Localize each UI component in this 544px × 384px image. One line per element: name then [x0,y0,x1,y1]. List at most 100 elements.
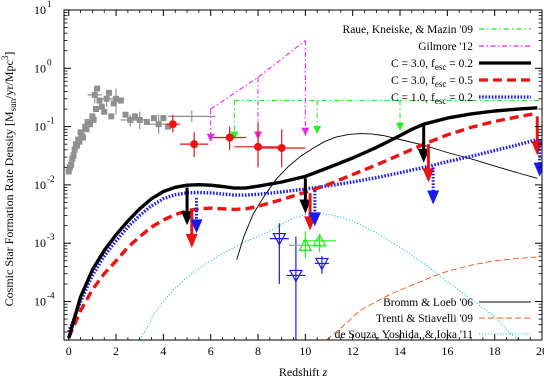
legend-label-c10_02: C = 1.0, fesc = 0.2 [391,92,473,106]
gray-data-point [65,168,72,175]
gray-data-point [131,113,138,120]
y-title-part: /yr/Mpc [2,60,16,99]
gray-data-point [83,126,90,133]
gray-data-point [136,116,143,123]
upper-limit-arrowhead [427,190,440,205]
gray-data-point [74,142,81,149]
gray-data-point [155,121,162,128]
gray-data-point [70,152,77,159]
upper-limit-arrowhead [185,233,198,248]
legend-label-bromm: Bromm & Loeb '06 [383,297,473,309]
gray-data-point [89,113,96,120]
raue-arrowhead [396,122,405,131]
y-tick-exponent: -2 [47,174,55,184]
y-title-sup: 3 [0,55,10,60]
plot-layer [65,40,542,340]
gray-data-point [165,123,172,130]
gray-data-point [122,111,129,118]
gray-data-point [108,113,115,120]
y-tick-label: 10 [34,178,46,192]
legend-label-part: C = 3.0, f [391,58,435,70]
upper-limit-arrowhead [417,148,430,163]
legend-label-gilmore: Gilmore '12 [418,41,473,53]
y-tick-exponent: 1 [47,0,52,9]
gray-data-point [117,97,124,104]
red-data-point [190,140,199,149]
x-axis-title-var: z [322,365,328,379]
legend-label-c30_02: C = 3.0, fesc = 0.2 [391,58,473,72]
x-tick-label: 14 [394,344,406,358]
legend-label-part: C = 3.0, f [391,75,435,87]
y-tick-exponent: 0 [47,57,52,67]
y-tick-label: 10 [34,295,46,309]
gray-data-point [98,103,105,110]
legend-label-part: esc [435,79,447,89]
gray-data-point [92,106,99,113]
upper-limit-arrowhead [422,168,435,183]
gray-data-point [79,134,86,141]
gray-data-point [96,97,103,104]
gray-data-point [68,161,75,168]
legend-label-desouza: de Souza, Yoshida, & Ioka '11 [335,329,474,341]
gilmore-upper-line [210,40,306,110]
x-tick-label: 12 [347,344,359,358]
red-data-point [277,143,286,152]
legend-label-raue: Raue, Kneiske, & Mazin '09 [343,24,474,36]
gilmore-arrowhead [206,133,215,142]
legend-label-part: = 0.5 [446,75,473,87]
gilmore-arrowhead [301,127,310,136]
gray-data-point [105,89,112,96]
x-tick-label: 8 [255,344,261,358]
upper-limit-arrowhead [181,211,194,226]
gray-data-point [69,155,76,162]
plot-frame [63,9,543,341]
trenti-curve [326,256,538,340]
green-open-triangle [312,233,327,247]
gray-data-point [94,85,101,92]
x-tick-label: 10 [299,344,311,358]
gray-data-point [150,115,157,122]
upper-limit-arrowhead [190,219,203,234]
x-axis-title: Redshift z [279,365,328,379]
c30-fesc05-curve [67,111,538,339]
x-tick-label: 0 [66,344,72,358]
x-tick-label: 20 [536,344,544,358]
gray-data-point [110,100,117,107]
y-tick-exponent: -1 [47,116,55,126]
x-tick-label: 16 [441,344,453,358]
blue-open-triangle [288,269,303,283]
y-tick-label: 10 [34,61,46,75]
legend-label-part: C = 1.0, f [391,92,435,104]
x-tick-label: 6 [208,344,214,358]
y-title-part: Cosmic Star Formation Rate Density [M [2,111,16,306]
x-tick-label: 18 [489,344,501,358]
gray-data-point [113,95,120,102]
legend-label-part: esc [435,96,447,106]
upper-limit-arrowhead [531,141,542,156]
x-axis-title-main: Redshift [279,365,323,379]
y-tick-label: 10 [34,3,46,17]
y-axis-title: Cosmic Star Formation Rate Density [Msun… [0,52,18,307]
gray-data-point [87,121,94,128]
blue-open-triangle [314,257,329,271]
gray-data-point [160,115,167,122]
legend-label-part: Trenti & Stiavelli '09 [376,313,473,325]
upper-limit-arrowhead [308,212,321,227]
gray-data-point [101,108,108,115]
legend-label-part: Raue, Kneiske, & Mazin '09 [343,24,474,36]
red-data-point [168,120,177,129]
blue-open-triangle [272,232,287,246]
y-tick-exponent: -4 [47,291,55,301]
gray-data-point [127,116,134,123]
red-data-point [225,133,234,142]
x-tick-label: 4 [160,344,166,358]
y-tick-label: 10 [34,120,46,134]
legend-label-part: = 0.2 [446,92,473,104]
y-title-part: ] [2,52,16,56]
y-tick-exponent: -3 [47,232,55,242]
gray-data-point [91,91,98,98]
legend-label-part: esc [435,62,447,72]
legend-label-part: = 0.2 [446,58,473,70]
y-title-sub: sun [8,98,18,111]
